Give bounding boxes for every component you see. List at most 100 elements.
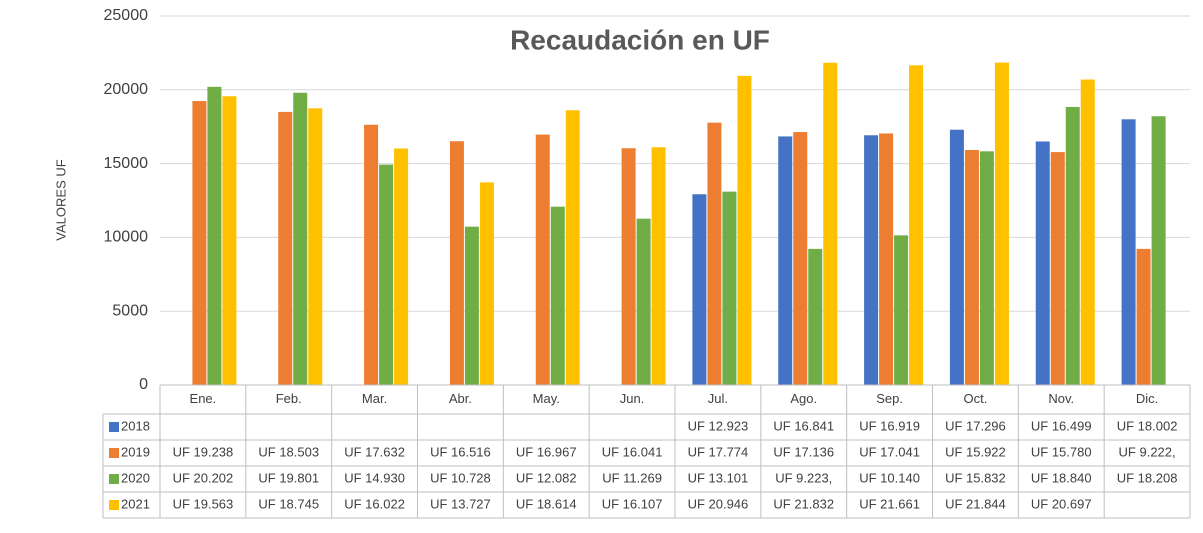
x-tick-label: Dic. xyxy=(1136,391,1158,406)
bar xyxy=(879,133,894,385)
table-value: UF 12.923 xyxy=(688,418,749,433)
table-value: UF 16.499 xyxy=(1031,418,1092,433)
bar xyxy=(1065,106,1080,385)
table-value: UF 9.222, xyxy=(1119,444,1176,459)
table-value: UF 21.661 xyxy=(859,496,920,511)
y-axis-label: VALORES UF xyxy=(53,159,68,240)
table-value: UF 17.296 xyxy=(945,418,1006,433)
x-tick-label: Ene. xyxy=(190,391,217,406)
bar xyxy=(692,194,707,385)
bar xyxy=(222,96,237,385)
table-value: UF 10.140 xyxy=(859,470,920,485)
table-value: UF 18.503 xyxy=(258,444,319,459)
bar xyxy=(278,111,293,385)
table-value: UF 16.841 xyxy=(773,418,834,433)
table-value: UF 20.697 xyxy=(1031,496,1092,511)
legend-swatch xyxy=(109,422,119,432)
table-value: UF 18.745 xyxy=(258,496,319,511)
table-value: UF 19.563 xyxy=(173,496,234,511)
bar xyxy=(535,134,550,385)
table-value: UF 13.727 xyxy=(430,496,491,511)
bar xyxy=(808,248,823,385)
table-value: UF 16.516 xyxy=(430,444,491,459)
table-value: UF 17.632 xyxy=(344,444,405,459)
bar xyxy=(707,122,722,385)
bar xyxy=(207,86,222,385)
legend-swatch xyxy=(109,448,119,458)
x-tick-label: Ago. xyxy=(790,391,817,406)
table-value: UF 10.728 xyxy=(430,470,491,485)
y-tick-label: 15000 xyxy=(104,155,149,172)
table-value: UF 13.101 xyxy=(688,470,749,485)
table-value: UF 19.801 xyxy=(258,470,319,485)
bar xyxy=(464,226,479,385)
x-tick-label: Nov. xyxy=(1048,391,1074,406)
legend-swatch xyxy=(109,500,119,510)
table-value: UF 17.136 xyxy=(773,444,834,459)
x-tick-label: May. xyxy=(533,391,560,406)
bar xyxy=(1121,119,1136,386)
legend-label: 2018 xyxy=(121,418,150,433)
table-value: UF 20.202 xyxy=(173,470,234,485)
table-value: UF 15.780 xyxy=(1031,444,1092,459)
table-value: UF 19.238 xyxy=(173,444,234,459)
y-tick-label: 10000 xyxy=(104,229,149,246)
x-tick-label: Mar. xyxy=(362,391,387,406)
bar xyxy=(192,101,207,385)
y-tick-label: 20000 xyxy=(104,81,149,98)
table-value: UF 16.919 xyxy=(859,418,920,433)
x-tick-label: Sep. xyxy=(876,391,903,406)
table-value: UF 15.832 xyxy=(945,470,1006,485)
table-value: UF 20.946 xyxy=(688,496,749,511)
table-value: UF 12.082 xyxy=(516,470,577,485)
legend-swatch xyxy=(109,474,119,484)
bar xyxy=(823,62,838,386)
table-value: UF 18.614 xyxy=(516,496,577,511)
bar xyxy=(949,129,964,385)
table-value: UF 21.844 xyxy=(945,496,1006,511)
bar xyxy=(994,62,1009,386)
bar xyxy=(621,148,636,385)
bar xyxy=(864,135,879,385)
x-tick-label: Oct. xyxy=(963,391,987,406)
table-value: UF 17.041 xyxy=(859,444,920,459)
table-value: UF 18.208 xyxy=(1117,470,1178,485)
y-tick-label: 0 xyxy=(139,376,148,393)
y-tick-label: 25000 xyxy=(104,7,149,24)
bar xyxy=(651,147,666,385)
bar xyxy=(308,108,323,386)
bar xyxy=(1136,248,1151,385)
table-value: UF 16.022 xyxy=(344,496,405,511)
table-value: UF 18.002 xyxy=(1117,418,1178,433)
bar xyxy=(394,148,409,385)
table-value: UF 16.041 xyxy=(602,444,663,459)
bar xyxy=(479,182,494,385)
table-value: UF 14.930 xyxy=(344,470,405,485)
x-tick-label: Abr. xyxy=(449,391,472,406)
table-value: UF 15.922 xyxy=(945,444,1006,459)
bar xyxy=(364,124,379,385)
table-value: UF 21.832 xyxy=(773,496,834,511)
y-tick-label: 5000 xyxy=(112,302,148,319)
bar xyxy=(379,164,394,385)
bar xyxy=(1050,152,1065,385)
bar xyxy=(550,206,565,385)
bar xyxy=(1151,116,1166,385)
table-value: UF 17.774 xyxy=(688,444,749,459)
legend-label: 2020 xyxy=(121,470,150,485)
x-tick-label: Jun. xyxy=(620,391,645,406)
bar xyxy=(293,92,308,385)
bar xyxy=(778,136,793,385)
x-tick-label: Jul. xyxy=(708,391,728,406)
x-tick-label: Feb. xyxy=(276,391,302,406)
table-value: UF 16.107 xyxy=(602,496,663,511)
bar xyxy=(909,65,924,386)
bar xyxy=(979,151,994,385)
bar xyxy=(1035,141,1050,385)
legend-label: 2021 xyxy=(121,496,150,511)
chart-title: Recaudación en UF xyxy=(510,24,770,55)
table-value: UF 18.840 xyxy=(1031,470,1092,485)
bar xyxy=(793,132,808,385)
bar xyxy=(449,141,464,385)
